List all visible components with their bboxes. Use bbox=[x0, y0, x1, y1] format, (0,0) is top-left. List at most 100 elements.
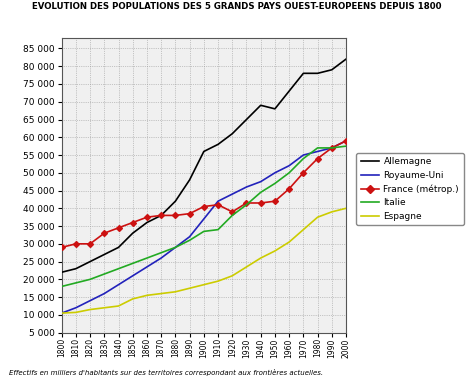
France (métrop.) bbox=[59, 245, 64, 249]
Royaume-Uni bbox=[158, 256, 164, 260]
Royaume-Uni bbox=[244, 185, 249, 189]
France (métrop.) bbox=[87, 242, 93, 246]
Allemagne bbox=[73, 266, 79, 271]
Italie bbox=[272, 181, 278, 186]
Espagne bbox=[258, 256, 264, 260]
Allemagne bbox=[329, 68, 335, 72]
Line: Italie: Italie bbox=[62, 146, 346, 287]
Espagne bbox=[101, 305, 107, 310]
Espagne bbox=[187, 286, 192, 291]
Espagne bbox=[229, 274, 235, 278]
Espagne bbox=[173, 290, 178, 294]
Espagne bbox=[343, 206, 349, 211]
France (métrop.) bbox=[343, 139, 349, 143]
France (métrop.) bbox=[144, 215, 150, 220]
Allemagne bbox=[59, 270, 64, 274]
Italie bbox=[315, 146, 320, 150]
Italie bbox=[258, 190, 264, 195]
Italie bbox=[173, 245, 178, 249]
Allemagne bbox=[343, 57, 349, 61]
Espagne bbox=[144, 293, 150, 297]
France (métrop.) bbox=[215, 203, 221, 207]
Line: Espagne: Espagne bbox=[62, 208, 346, 313]
Royaume-Uni bbox=[258, 180, 264, 184]
France (métrop.) bbox=[201, 204, 207, 209]
Espagne bbox=[272, 249, 278, 253]
France (métrop.) bbox=[286, 186, 292, 191]
Royaume-Uni bbox=[187, 234, 192, 239]
Allemagne bbox=[130, 231, 136, 235]
Royaume-Uni bbox=[201, 217, 207, 221]
France (métrop.) bbox=[329, 146, 335, 150]
France (métrop.) bbox=[315, 156, 320, 161]
Italie bbox=[215, 227, 221, 232]
Italie bbox=[87, 277, 93, 282]
Allemagne bbox=[201, 149, 207, 154]
Allemagne bbox=[173, 199, 178, 203]
Italie bbox=[229, 213, 235, 218]
France (métrop.) bbox=[272, 199, 278, 203]
Italie bbox=[301, 156, 306, 161]
Espagne bbox=[286, 240, 292, 244]
Allemagne bbox=[229, 132, 235, 136]
Espagne bbox=[244, 265, 249, 269]
Allemagne bbox=[187, 178, 192, 182]
Royaume-Uni bbox=[73, 305, 79, 310]
Royaume-Uni bbox=[343, 139, 349, 143]
France (métrop.) bbox=[130, 220, 136, 225]
Allemagne bbox=[101, 252, 107, 257]
Allemagne bbox=[116, 245, 121, 249]
Italie bbox=[329, 146, 335, 150]
Royaume-Uni bbox=[272, 170, 278, 175]
Italie bbox=[116, 266, 121, 271]
Allemagne bbox=[144, 220, 150, 225]
Espagne bbox=[201, 282, 207, 287]
Text: EVOLUTION DES POPULATIONS DES 5 GRANDS PAYS OUEST-EUROPEENS DEPUIS 1800: EVOLUTION DES POPULATIONS DES 5 GRANDS P… bbox=[32, 2, 442, 11]
France (métrop.) bbox=[258, 201, 264, 205]
Italie bbox=[343, 144, 349, 149]
Espagne bbox=[158, 291, 164, 296]
Espagne bbox=[87, 307, 93, 312]
Legend: Allemagne, Royaume-Uni, France (métrop.), Italie, Espagne: Allemagne, Royaume-Uni, France (métrop.)… bbox=[356, 153, 464, 225]
France (métrop.) bbox=[173, 213, 178, 218]
Italie bbox=[244, 203, 249, 207]
Royaume-Uni bbox=[286, 163, 292, 168]
France (métrop.) bbox=[101, 231, 107, 235]
Royaume-Uni bbox=[101, 291, 107, 296]
Italie bbox=[101, 272, 107, 276]
Espagne bbox=[73, 310, 79, 314]
Italie bbox=[187, 238, 192, 243]
Royaume-Uni bbox=[144, 265, 150, 269]
Royaume-Uni bbox=[116, 282, 121, 287]
Italie bbox=[59, 284, 64, 289]
Espagne bbox=[116, 304, 121, 308]
Royaume-Uni bbox=[130, 274, 136, 278]
Italie bbox=[144, 256, 150, 260]
France (métrop.) bbox=[116, 226, 121, 230]
Text: Effectifs en milliers d'habitants sur des territoires correspondant aux frontièr: Effectifs en milliers d'habitants sur de… bbox=[9, 369, 324, 376]
Espagne bbox=[301, 227, 306, 232]
Royaume-Uni bbox=[329, 146, 335, 150]
France (métrop.) bbox=[187, 211, 192, 216]
Italie bbox=[130, 261, 136, 266]
Line: Allemagne: Allemagne bbox=[62, 59, 346, 272]
Italie bbox=[158, 251, 164, 255]
Espagne bbox=[315, 215, 320, 220]
Royaume-Uni bbox=[59, 311, 64, 315]
Allemagne bbox=[244, 117, 249, 122]
Line: Royaume-Uni: Royaume-Uni bbox=[62, 141, 346, 313]
Italie bbox=[201, 229, 207, 234]
Line: France (métrop.): France (métrop.) bbox=[60, 139, 348, 249]
Espagne bbox=[59, 311, 64, 315]
Allemagne bbox=[215, 142, 221, 147]
France (métrop.) bbox=[244, 201, 249, 205]
Allemagne bbox=[272, 107, 278, 111]
France (métrop.) bbox=[158, 213, 164, 218]
France (métrop.) bbox=[73, 242, 79, 246]
Allemagne bbox=[315, 71, 320, 76]
Allemagne bbox=[258, 103, 264, 108]
Royaume-Uni bbox=[229, 192, 235, 196]
Allemagne bbox=[87, 259, 93, 264]
Espagne bbox=[130, 297, 136, 301]
Royaume-Uni bbox=[315, 149, 320, 154]
